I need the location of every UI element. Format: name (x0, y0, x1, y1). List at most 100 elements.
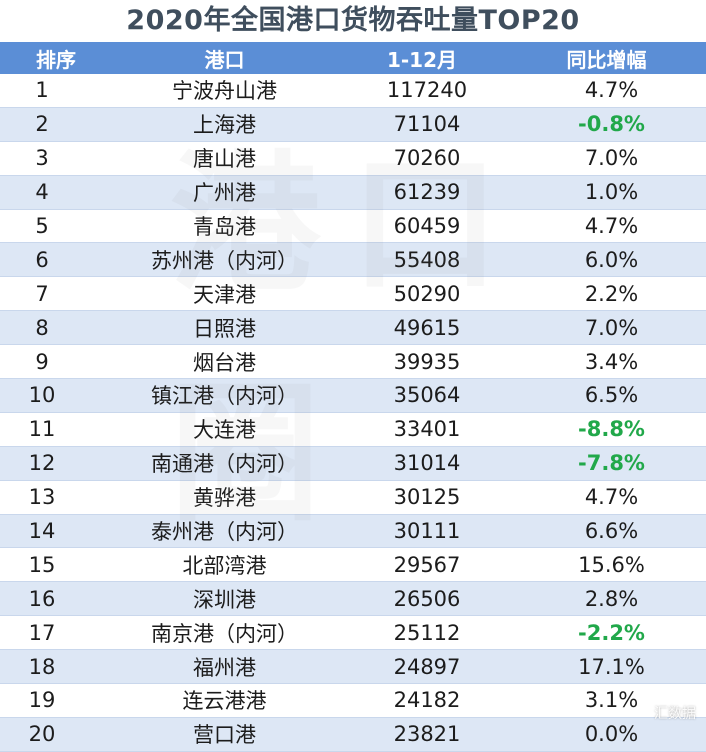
volume-cell: 49615 (337, 310, 507, 346)
table-row: 13 黄骅港 30125 4.7% (0, 480, 706, 515)
yoy-growth-cell: 2.8% (507, 581, 706, 617)
table-row: 5 青岛港 60459 4.7% (0, 209, 706, 244)
volume-cell: 117240 (337, 74, 507, 108)
table-row: 17 南京港（内河） 25112 -2.2% (0, 615, 706, 651)
port-name-cell: 深圳港 (112, 581, 337, 617)
port-name-cell: 北部湾港 (112, 547, 337, 583)
volume-cell: 24897 (337, 649, 507, 685)
rank-cell: 5 (0, 209, 112, 244)
table-row: 14 泰州港（内河） 30111 6.6% (0, 514, 706, 549)
yoy-growth-cell: 3.1% (507, 683, 706, 718)
volume-cell: 25112 (337, 615, 507, 651)
port-name-cell: 广州港 (112, 175, 337, 210)
yoy-growth-cell: 7.0% (507, 141, 706, 176)
port-name-cell: 烟台港 (112, 344, 337, 380)
table-row: 18 福州港 24897 17.1% (0, 649, 706, 685)
port-name-cell: 苏州港（内河） (112, 242, 337, 278)
volume-cell: 23821 (337, 717, 507, 752)
table-row: 7 天津港 50290 2.2% (0, 276, 706, 312)
rank-cell: 13 (0, 480, 112, 515)
yoy-growth-cell: 6.0% (507, 242, 706, 278)
rank-cell: 6 (0, 242, 112, 278)
volume-cell: 39935 (337, 344, 507, 380)
volume-cell: 50290 (337, 276, 507, 312)
table-row: 12 南通港（内河） 31014 -7.8% (0, 446, 706, 481)
volume-cell: 70260 (337, 141, 507, 176)
rank-cell: 7 (0, 276, 112, 312)
rank-cell: 4 (0, 175, 112, 210)
header-yoy: 同比增幅 (507, 42, 706, 74)
volume-cell: 30125 (337, 480, 507, 515)
yoy-growth-cell: 6.5% (507, 378, 706, 413)
table-row: 6 苏州港（内河） 55408 6.0% (0, 242, 706, 278)
yoy-growth-cell: 2.2% (507, 276, 706, 312)
yoy-growth-cell: -2.2% (507, 615, 706, 651)
volume-cell: 55408 (337, 242, 507, 278)
table-row: 20 营口港 23821 0.0% (0, 717, 706, 752)
volume-cell: 26506 (337, 581, 507, 617)
table-row: 4 广州港 61239 1.0% (0, 175, 706, 210)
rank-cell: 3 (0, 141, 112, 176)
table-row: 19 连云港港 24182 3.1% (0, 683, 706, 718)
table-row: 3 唐山港 70260 7.0% (0, 141, 706, 176)
port-name-cell: 日照港 (112, 310, 337, 346)
volume-cell: 33401 (337, 412, 507, 447)
yoy-growth-cell: -7.8% (507, 446, 706, 481)
table-row: 11 大连港 33401 -8.8% (0, 412, 706, 447)
port-name-cell: 镇江港（内河） (112, 378, 337, 413)
port-name-cell: 青岛港 (112, 209, 337, 244)
table-row: 1 宁波舟山港 117240 4.7% (0, 74, 706, 108)
rank-cell: 11 (0, 412, 112, 447)
volume-cell: 60459 (337, 209, 507, 244)
port-name-cell: 上海港 (112, 107, 337, 142)
port-ranking-table: 排序 港口 1-12月 同比增幅 1 宁波舟山港 117240 4.7% 2 上海港 711… (0, 42, 706, 752)
table-row: 9 烟台港 39935 3.4% (0, 344, 706, 380)
table-row: 15 北部湾港 29567 15.6% (0, 547, 706, 583)
table-row: 8 日照港 49615 7.0% (0, 310, 706, 346)
rank-cell: 15 (0, 547, 112, 583)
port-name-cell: 唐山港 (112, 141, 337, 176)
volume-cell: 29567 (337, 547, 507, 583)
table-header-row: 排序 港口 1-12月 同比增幅 (0, 42, 706, 74)
yoy-growth-cell: -0.8% (507, 107, 706, 142)
yoy-growth-cell: 3.4% (507, 344, 706, 380)
yoy-growth-cell: 15.6% (507, 547, 706, 583)
rank-cell: 18 (0, 649, 112, 685)
corner-watermark: 汇数据 (654, 706, 696, 722)
table-title: 2020年全国港口货物吞吐量TOP20 (126, 5, 580, 36)
port-name-cell: 泰州港（内河） (112, 514, 337, 549)
rank-cell: 20 (0, 717, 112, 752)
table-row: 2 上海港 71104 -0.8% (0, 107, 706, 142)
volume-cell: 71104 (337, 107, 507, 142)
yoy-growth-cell: -8.8% (507, 412, 706, 447)
volume-cell: 35064 (337, 378, 507, 413)
yoy-growth-cell: 6.6% (507, 514, 706, 549)
port-name-cell: 南通港（内河） (112, 446, 337, 481)
port-name-cell: 福州港 (112, 649, 337, 685)
table-body: 1 宁波舟山港 117240 4.7% 2 上海港 71104 -0.8% 3 唐山港 70260 7… (0, 74, 706, 752)
header-rank: 排序 (0, 42, 112, 74)
port-name-cell: 大连港 (112, 412, 337, 447)
yoy-growth-cell: 4.7% (507, 480, 706, 515)
table-row: 16 深圳港 26506 2.8% (0, 581, 706, 617)
port-name-cell: 连云港港 (112, 683, 337, 718)
rank-cell: 9 (0, 344, 112, 380)
yoy-growth-cell: 17.1% (507, 649, 706, 685)
port-name-cell: 黄骅港 (112, 480, 337, 515)
volume-cell: 30111 (337, 514, 507, 549)
header-port: 港口 (112, 42, 337, 74)
table-row: 10 镇江港（内河） 35064 6.5% (0, 378, 706, 413)
rank-cell: 8 (0, 310, 112, 346)
rank-cell: 16 (0, 581, 112, 617)
yoy-growth-cell: 1.0% (507, 175, 706, 210)
volume-cell: 24182 (337, 683, 507, 718)
rank-cell: 2 (0, 107, 112, 142)
rank-cell: 17 (0, 615, 112, 651)
header-volume: 1-12月 (337, 42, 507, 74)
port-name-cell: 宁波舟山港 (112, 74, 337, 108)
rank-cell: 12 (0, 446, 112, 481)
volume-cell: 31014 (337, 446, 507, 481)
rank-cell: 19 (0, 683, 112, 718)
yoy-growth-cell: 4.7% (507, 74, 706, 108)
yoy-growth-cell: 4.7% (507, 209, 706, 244)
